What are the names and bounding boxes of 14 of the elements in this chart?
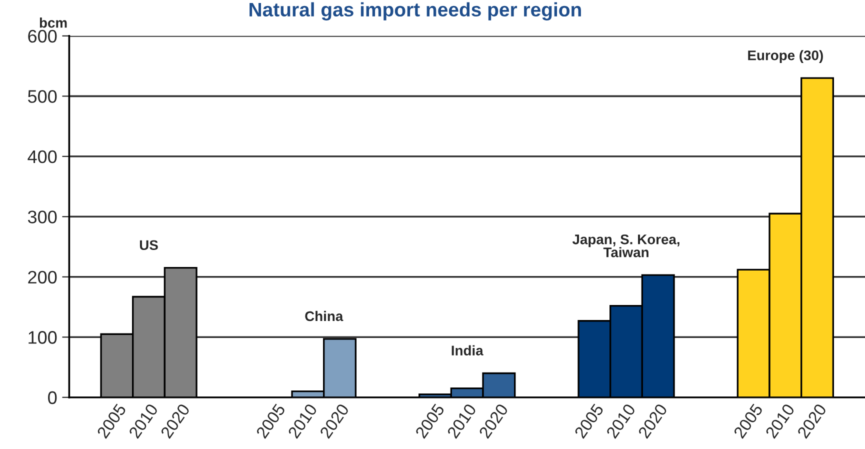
y-tick-label: 200 <box>28 270 57 284</box>
y-tick-label: 0 <box>48 391 57 404</box>
series-label: India <box>452 345 484 356</box>
chart-title: Natural gas import needs per region <box>250 2 581 20</box>
y-tick-label: 600 <box>28 30 57 43</box>
y-tick-label: 400 <box>28 150 57 164</box>
series-label: US <box>140 240 158 250</box>
y-tick-label: 300 <box>28 210 57 224</box>
y-axis-title: bcm <box>40 18 67 28</box>
series-label: Japan, S. Korea, Taiwan <box>572 234 680 258</box>
y-tick-label: 500 <box>28 90 57 103</box>
series-label: China <box>305 310 344 322</box>
series-label: Europe (30) <box>748 50 823 64</box>
y-tick-label: 100 <box>28 331 57 344</box>
